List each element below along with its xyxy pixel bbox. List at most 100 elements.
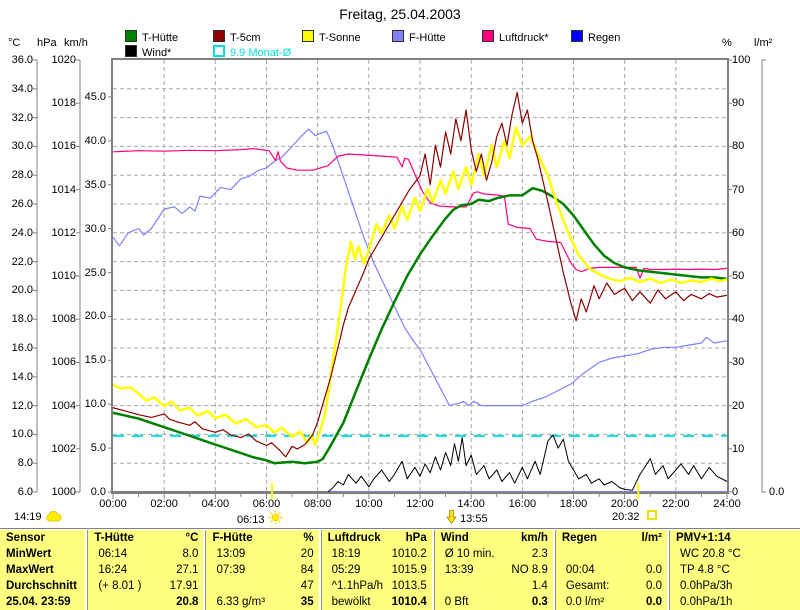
legend-swatch-icon xyxy=(302,30,314,42)
table-row: PMV+1:14 xyxy=(670,530,800,546)
table-row: T-Hütte °C xyxy=(88,530,203,546)
table-cell: 0 Bft xyxy=(444,596,469,608)
table-cell: 07:39 xyxy=(216,564,246,576)
legend-swatch-icon xyxy=(482,30,494,42)
hpa-tick-label: 1000 xyxy=(51,486,76,498)
hpa-tick-label: 1018 xyxy=(51,97,76,110)
kmh-tick-label: 35.0 xyxy=(84,178,106,191)
table-cell: 0.0 l/m² xyxy=(565,596,605,608)
table-row: 06:14 8.0 xyxy=(88,546,203,562)
celsius-tick-label: 26.0 xyxy=(11,198,33,210)
table-cell: Durchschnitt xyxy=(6,580,77,592)
table-cell: 13:09 xyxy=(216,548,246,560)
time-tick-label: 02:00 xyxy=(150,498,178,510)
table-cell: 6.33 g/m³ xyxy=(216,596,266,608)
table-cell: 35 xyxy=(300,596,314,608)
table-row: Ø 10 min. 2.3 xyxy=(435,546,553,562)
legend-item-t-sonne: T-Sonne xyxy=(302,30,361,44)
table-column-pmv-1-14: PMV+1:14 WC 20.8 °C TP 4.8 °C 0.0hPa/3h 0.0h… xyxy=(668,530,800,610)
table-cell: 27.1 xyxy=(176,564,199,576)
kmh-tick-label: 30.0 xyxy=(84,222,106,235)
time-tick-label: 08:00 xyxy=(303,498,332,510)
percent-tick-label: 80 xyxy=(732,140,745,153)
legend-swatch-icon xyxy=(571,30,583,42)
marker-time: 20:32 xyxy=(612,511,640,523)
percent-tick-label: 0 xyxy=(732,486,739,498)
legend-item-t-h-tte: T-Hütte xyxy=(125,30,178,44)
kmh-tick-label: 10.0 xyxy=(84,398,106,411)
table-row: bewölkt 1010.4 xyxy=(322,594,432,610)
celsius-tick-label: 8.0 xyxy=(17,457,33,470)
table-row: Wind km/h xyxy=(435,530,553,546)
time-tick-label: 20:00 xyxy=(610,498,639,510)
legend-label: T-Sonne xyxy=(319,32,361,44)
time-tick-label: 12:00 xyxy=(406,498,434,510)
table-cell: km/h xyxy=(521,532,548,544)
table-cell: 0.0hPa/3h xyxy=(679,580,733,592)
time-tick-label: 22:00 xyxy=(662,498,690,510)
legend-label: T-5cm xyxy=(230,32,261,44)
table-column-sensor: Sensor MinWert MaxWert Durchschnitt 25.04. 2… xyxy=(0,530,86,610)
table-row: 13:39 NO 8.9 xyxy=(435,562,553,578)
legend-label: Regen xyxy=(588,32,621,44)
percent-tick-label: 40 xyxy=(732,313,745,326)
kmh-tick-label: 40.0 xyxy=(84,134,106,147)
celsius-tick-label: 14.0 xyxy=(11,370,33,383)
plot-area[interactable] xyxy=(113,60,727,492)
kmh-tick-label: 5.0 xyxy=(90,442,106,455)
table-cell: 06:14 xyxy=(98,548,128,560)
time-tick-label: 24:00 xyxy=(713,498,741,510)
percent-tick-label: 10 xyxy=(732,442,745,455)
table-cell: Regen xyxy=(561,532,597,544)
hpa-tick-label: 1006 xyxy=(51,356,76,369)
kmh-tick-label: 45.0 xyxy=(84,91,106,103)
table-cell: 25.04. 23:59 xyxy=(6,596,71,608)
table-cell: NO 8.9 xyxy=(511,564,548,576)
table-row: (+ 8.01 ) 17.91 xyxy=(88,578,203,594)
table-row: WC 20.8 °C xyxy=(670,546,800,562)
legend-label: Wind* xyxy=(142,47,172,59)
table-row: 07:39 84 xyxy=(206,562,318,578)
percent-tick-label: 30 xyxy=(732,356,745,369)
table-row: 20.8 xyxy=(88,594,203,610)
hpa-tick-label: 1012 xyxy=(51,226,76,239)
celsius-tick-label: 18.0 xyxy=(11,313,33,326)
kmh-tick-label: 0.0 xyxy=(90,486,106,498)
series-f-h-tte xyxy=(113,128,727,407)
table-cell: F-Hütte xyxy=(212,532,253,544)
table-cell: 16:24 xyxy=(98,564,128,576)
table-row: 47 xyxy=(206,578,318,594)
table-row: Durchschnitt xyxy=(0,578,85,594)
marker-time: 13:55 xyxy=(460,513,488,525)
kmh-tick-label: 25.0 xyxy=(84,266,106,279)
lm2-tick-label: 0.0 xyxy=(769,486,785,498)
hpa-tick-label: 1004 xyxy=(51,399,76,412)
table-column-wind: Wind km/h Ø 10 min. 2.3 13:39 NO 8.9 1.4 0 Bft 0… xyxy=(433,530,553,610)
marker-sunset: 20:32 xyxy=(612,510,657,524)
legend-item-t-5cm: T-5cm xyxy=(213,30,261,44)
table-row xyxy=(556,546,667,562)
table-cell: 0.0 xyxy=(645,564,662,576)
axis-unit-celsius: °C xyxy=(8,37,21,49)
celsius-tick-label: 30.0 xyxy=(11,140,33,153)
table-cell: (+ 8.01 ) xyxy=(98,580,142,592)
table-cell: 1.4 xyxy=(531,580,548,592)
celsius-tick-label: 20.0 xyxy=(11,284,33,297)
hpa-tick-label: 1008 xyxy=(51,313,76,326)
table-row: 6.33 g/m³ 35 xyxy=(206,594,318,610)
table-cell: 1013.5 xyxy=(391,580,427,592)
table-cell: 20 xyxy=(300,548,314,560)
celsius-tick-label: 16.0 xyxy=(11,342,33,354)
celsius-tick-label: 32.0 xyxy=(11,111,33,124)
table-column-luftdruck: Luftdruck hPa 18:19 1010.2 05:29 1015.9 ^1.1hP… xyxy=(320,530,432,610)
marker-pressure-fall: 13:55 xyxy=(446,510,488,526)
hpa-tick-label: 1020 xyxy=(51,54,76,66)
table-row: 0.0hPa/1h xyxy=(670,594,800,610)
kmh-tick-label: 20.0 xyxy=(84,310,106,323)
table-cell: 00:04 xyxy=(565,564,595,576)
table-row: ^1.1hPa/h 1013.5 xyxy=(322,578,432,594)
legend-item-wind-: Wind* xyxy=(125,45,172,59)
table-row: TP 4.8 °C xyxy=(670,562,800,578)
table-row: Luftdruck hPa xyxy=(322,530,432,546)
legend-item-regen: Regen xyxy=(571,30,621,44)
